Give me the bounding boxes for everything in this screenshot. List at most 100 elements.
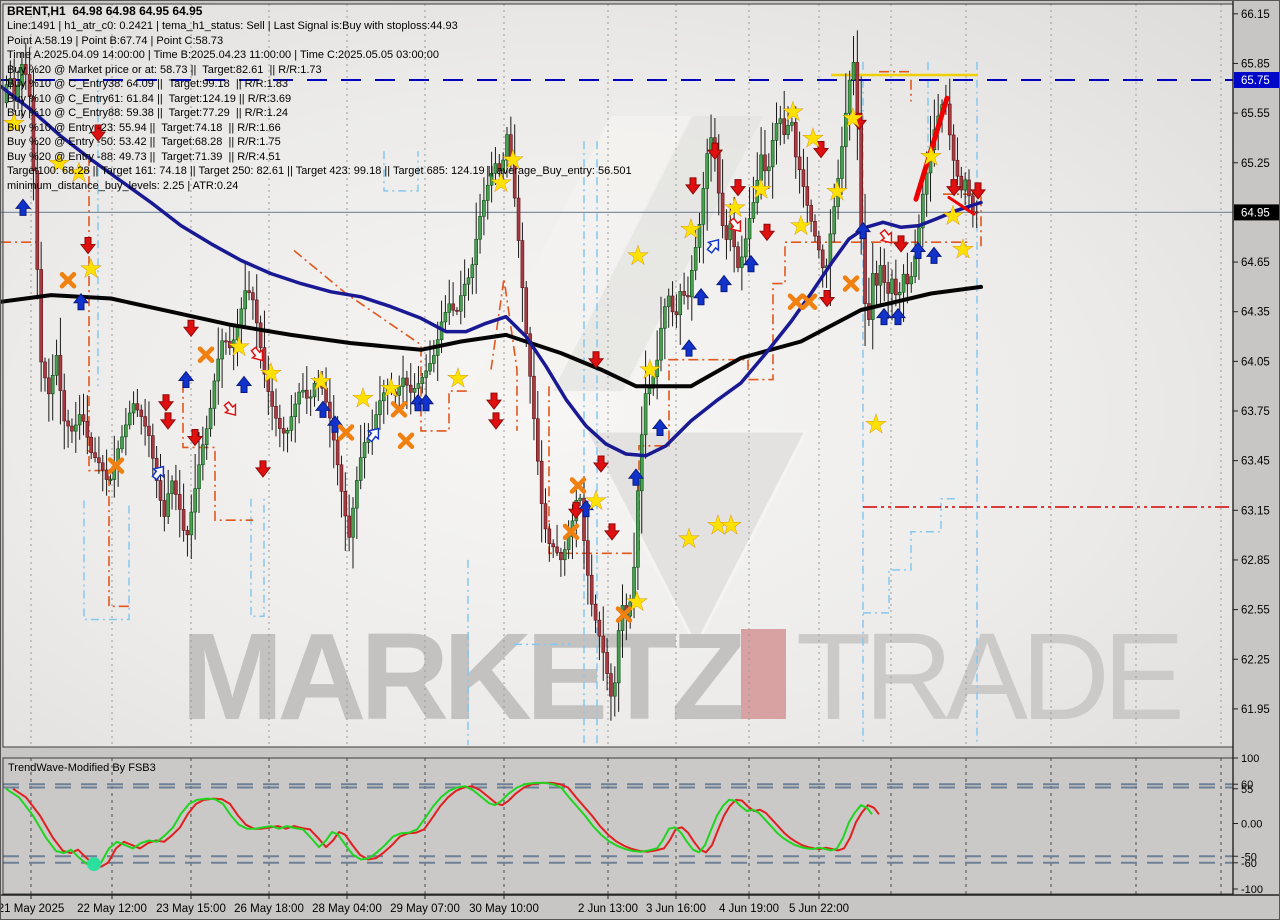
candle-body xyxy=(324,387,328,403)
buy-arrow-icon xyxy=(889,307,907,326)
cross-marker-icon xyxy=(800,293,818,311)
candle-body xyxy=(381,392,386,402)
candle-body xyxy=(139,409,144,417)
sell-arrow-icon xyxy=(587,351,605,369)
hollow-up-arrow-icon xyxy=(151,465,165,481)
candle-body xyxy=(632,566,636,603)
star-marker-icon: ★ xyxy=(865,410,887,439)
sell-arrow-icon xyxy=(603,523,621,541)
time-tick-label: 3 Jun 16:00 xyxy=(646,903,706,915)
candle-body xyxy=(747,218,752,240)
candle-body xyxy=(27,74,32,98)
candle-body xyxy=(77,414,82,426)
candle-body xyxy=(147,425,151,437)
sub-axis-label: 100 xyxy=(1241,753,1259,765)
star-marker-icon: ★ xyxy=(720,511,742,540)
candle-body xyxy=(416,383,421,389)
cross-marker-icon xyxy=(562,523,580,541)
candle-body xyxy=(428,363,432,372)
candle-body xyxy=(805,186,810,206)
sell-arrow-icon xyxy=(157,394,175,412)
candle-body xyxy=(393,391,398,396)
fast-ma-line xyxy=(1,84,983,458)
candle-body xyxy=(239,308,244,326)
candle-body xyxy=(555,546,559,553)
candle-body xyxy=(297,391,301,405)
candle-body xyxy=(470,264,475,279)
candle-body xyxy=(243,290,247,310)
price-tick-label: 62.55 xyxy=(1241,605,1270,617)
candle-body xyxy=(181,509,186,531)
candle-body xyxy=(693,247,698,271)
candle-body xyxy=(967,179,971,197)
candle-body xyxy=(220,340,224,360)
candle-body xyxy=(104,469,109,480)
candle-body xyxy=(778,118,783,124)
candle-body xyxy=(385,386,390,394)
sub-axis-label: 0.00 xyxy=(1241,819,1262,831)
candle-body xyxy=(462,283,467,297)
candle-body xyxy=(686,295,690,298)
sell-arrow-icon xyxy=(567,501,585,520)
sell-arrow-icon xyxy=(182,319,200,338)
price-tick-label: 64.05 xyxy=(1241,356,1270,368)
candle-body xyxy=(843,112,848,147)
hollow-up-arrow-icon xyxy=(706,238,720,254)
candle-body xyxy=(516,197,521,241)
candle-body xyxy=(166,493,170,517)
candle-body xyxy=(716,150,721,194)
candle-body xyxy=(231,339,236,349)
candle-body xyxy=(589,574,594,605)
candle-body xyxy=(601,635,606,653)
candle-body xyxy=(378,400,382,416)
candle-body xyxy=(551,543,556,548)
candle-body xyxy=(909,276,914,285)
candle-body xyxy=(31,96,36,172)
candle-body xyxy=(659,327,663,361)
candle-body xyxy=(289,416,294,431)
candle-body xyxy=(339,464,344,492)
star-marker-icon: ★ xyxy=(680,214,702,243)
candle-body xyxy=(840,146,844,179)
step-indicator-line xyxy=(863,497,959,614)
candle-body xyxy=(751,202,756,219)
candle-body xyxy=(597,619,602,637)
price-axis[interactable]: 66.15 65.85 65.55 65.25 64.65 64.35 64.05 63.75… xyxy=(1232,1,1280,896)
hollow-up-arrow-icon xyxy=(366,427,380,443)
star-marker-icon: ★ xyxy=(502,145,524,174)
time-axis[interactable]: 21 May 2025 22 May 12:00 23 May 15:00 26 Ma… xyxy=(1,894,1280,920)
candle-body xyxy=(863,232,867,304)
candle-body xyxy=(874,273,879,286)
main-chart-area[interactable]: MARKETZ TRADE★★★★★★ ★★ ★ ★★★★★★★ ★★★★★★★★★★★★… xyxy=(1,3,1234,748)
candle-body xyxy=(401,377,405,387)
candle-body xyxy=(759,154,763,181)
candle-body xyxy=(174,480,178,495)
cross-marker-icon xyxy=(59,272,77,289)
candle-body xyxy=(755,180,760,203)
candle-body xyxy=(312,382,317,398)
candle-body xyxy=(593,603,598,621)
star-marker-icon: ★ xyxy=(707,511,729,540)
sell-arrow-icon xyxy=(159,412,177,430)
candle-body xyxy=(293,403,298,417)
trailing-stop-line xyxy=(490,278,518,431)
candle-body xyxy=(74,424,78,432)
buy-arrow-icon xyxy=(692,287,710,306)
time-tick-label: 23 May 15:00 xyxy=(156,903,226,915)
candle-body xyxy=(955,159,960,177)
indicator-subwindow[interactable]: TrendWave-Modified By FSB3 xyxy=(2,757,1234,895)
trend-line xyxy=(913,95,950,202)
step-indicator-line xyxy=(83,500,130,621)
candle-body xyxy=(89,436,93,453)
candle-body xyxy=(947,103,952,136)
price-tick-label: 63.75 xyxy=(1241,406,1270,418)
candle-body xyxy=(520,240,525,289)
candle-body xyxy=(177,494,182,510)
candle-body xyxy=(458,295,463,312)
candle-body xyxy=(963,179,967,191)
candle-body xyxy=(890,278,894,294)
candle-body xyxy=(859,122,864,233)
candle-body xyxy=(539,460,544,504)
star-marker-icon: ★ xyxy=(942,201,964,230)
